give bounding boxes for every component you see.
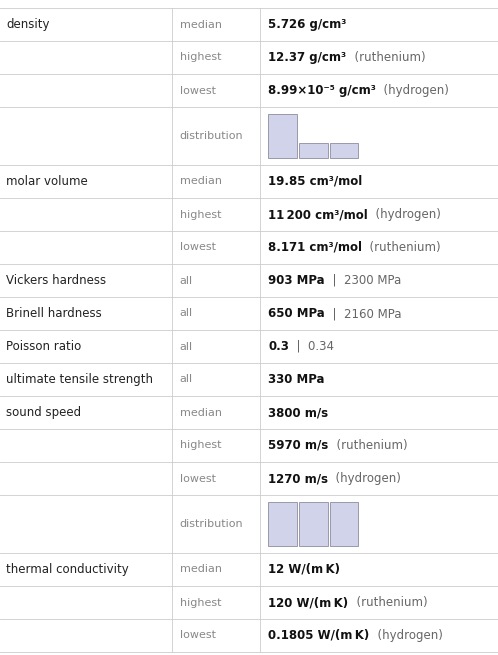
Bar — [268, 114, 297, 158]
Text: 330 MPa: 330 MPa — [268, 373, 325, 386]
Text: Brinell hardness: Brinell hardness — [6, 307, 102, 320]
Text: |  2300 MPa: | 2300 MPa — [325, 274, 401, 287]
Text: lowest: lowest — [180, 631, 216, 641]
Text: all: all — [180, 309, 193, 318]
Text: ultimate tensile strength: ultimate tensile strength — [6, 373, 153, 386]
Text: median: median — [180, 407, 222, 417]
Text: 5970 m/s: 5970 m/s — [268, 439, 329, 452]
Text: distribution: distribution — [180, 519, 244, 529]
Text: (ruthenium): (ruthenium) — [363, 241, 441, 254]
Text: all: all — [180, 276, 193, 286]
Text: (ruthenium): (ruthenium) — [349, 596, 427, 609]
Text: 650 MPa: 650 MPa — [268, 307, 325, 320]
Text: density: density — [6, 18, 49, 31]
Text: lowest: lowest — [180, 474, 216, 483]
Text: 8.171 cm³/mol: 8.171 cm³/mol — [268, 241, 363, 254]
Bar — [299, 502, 328, 546]
Bar — [268, 502, 297, 546]
Text: (ruthenium): (ruthenium) — [347, 51, 425, 64]
Text: (hydrogen): (hydrogen) — [329, 472, 401, 485]
Text: (hydrogen): (hydrogen) — [368, 208, 441, 221]
Text: 5.726 g/cm³: 5.726 g/cm³ — [268, 18, 347, 31]
Bar — [330, 502, 359, 546]
Text: molar volume: molar volume — [6, 175, 88, 188]
Bar — [330, 143, 359, 158]
Text: 12.37 g/cm³: 12.37 g/cm³ — [268, 51, 347, 64]
Bar — [299, 143, 328, 158]
Text: 3800 m/s: 3800 m/s — [268, 406, 329, 419]
Text: Poisson ratio: Poisson ratio — [6, 340, 81, 353]
Text: sound speed: sound speed — [6, 406, 81, 419]
Text: 12 W/(m K): 12 W/(m K) — [268, 563, 341, 576]
Text: all: all — [180, 341, 193, 352]
Text: (ruthenium): (ruthenium) — [329, 439, 407, 452]
Text: highest: highest — [180, 52, 221, 62]
Text: 120 W/(m K): 120 W/(m K) — [268, 596, 349, 609]
Text: (hydrogen): (hydrogen) — [370, 629, 443, 642]
Text: thermal conductivity: thermal conductivity — [6, 563, 129, 576]
Text: 0.3: 0.3 — [268, 340, 289, 353]
Text: 903 MPa: 903 MPa — [268, 274, 325, 287]
Text: all: all — [180, 375, 193, 384]
Text: Vickers hardness: Vickers hardness — [6, 274, 106, 287]
Text: lowest: lowest — [180, 86, 216, 96]
Text: |  2160 MPa: | 2160 MPa — [325, 307, 402, 320]
Text: median: median — [180, 20, 222, 29]
Text: 1270 m/s: 1270 m/s — [268, 472, 329, 485]
Text: highest: highest — [180, 597, 221, 607]
Text: 0.1805 W/(m K): 0.1805 W/(m K) — [268, 629, 370, 642]
Text: |  0.34: | 0.34 — [289, 340, 334, 353]
Text: median: median — [180, 565, 222, 574]
Text: distribution: distribution — [180, 131, 244, 141]
Text: 19.85 cm³/mol: 19.85 cm³/mol — [268, 175, 363, 188]
Text: median: median — [180, 176, 222, 187]
Text: highest: highest — [180, 210, 221, 219]
Text: (hydrogen): (hydrogen) — [376, 84, 449, 97]
Text: 8.99×10⁻⁵ g/cm³: 8.99×10⁻⁵ g/cm³ — [268, 84, 376, 97]
Text: lowest: lowest — [180, 242, 216, 252]
Text: 11 200 cm³/mol: 11 200 cm³/mol — [268, 208, 368, 221]
Text: highest: highest — [180, 441, 221, 451]
